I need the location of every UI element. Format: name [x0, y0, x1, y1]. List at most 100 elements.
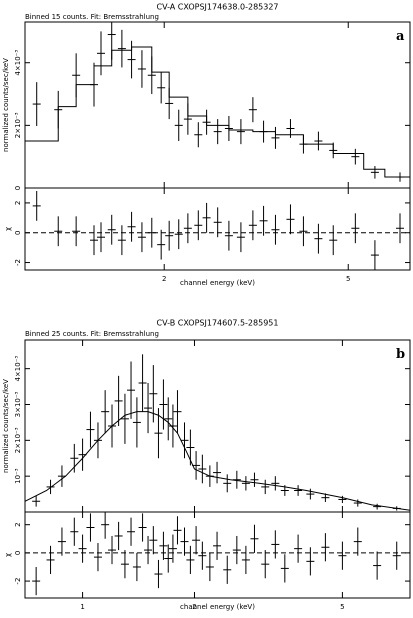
residual-point [57, 527, 66, 556]
y-tick-label: 10⁻³ [14, 468, 22, 484]
residual-point [86, 513, 95, 542]
residual-point [154, 559, 163, 589]
data-point [78, 438, 87, 471]
data-point [108, 404, 117, 448]
data-point [213, 461, 222, 484]
data-point [107, 22, 116, 60]
data-point [101, 390, 110, 434]
residual-point [306, 547, 315, 576]
data-point [183, 103, 192, 135]
residual-point [132, 552, 141, 582]
residual-point [329, 225, 338, 256]
data-point [46, 479, 55, 495]
data-point [97, 31, 106, 76]
data-point [202, 109, 211, 135]
data-point [114, 375, 123, 426]
y-tick-label: 2×10⁻³ [14, 112, 22, 138]
residual-point [157, 229, 166, 260]
data-point [186, 429, 195, 466]
data-point [224, 115, 233, 142]
data-point [154, 408, 163, 459]
data-point [57, 465, 66, 487]
residual-point [180, 527, 189, 556]
residual-y-tick-label: 2 [14, 522, 22, 526]
residual-point [194, 210, 203, 241]
residual-point [250, 524, 259, 553]
data-point [271, 476, 280, 491]
residual-y-tick-label: 0 [14, 230, 22, 234]
residual-y-label: χ [4, 227, 12, 231]
data-point [127, 361, 136, 419]
x-tick-label: 2 [192, 603, 196, 611]
data-point [299, 134, 308, 154]
data-point [180, 422, 189, 459]
data-point [72, 53, 81, 98]
data-point [241, 476, 250, 491]
residual-point [186, 545, 195, 575]
residual-point [168, 534, 177, 563]
residual-point [241, 545, 250, 575]
residual-y-tick-label: 0 [14, 551, 22, 555]
data-point [168, 404, 177, 448]
residual-point [248, 210, 257, 241]
data-point [338, 495, 347, 504]
residual-point [127, 211, 136, 242]
residual-point [72, 216, 81, 247]
x-tick-label: 2 [162, 275, 166, 283]
data-point [280, 485, 289, 496]
data-point [165, 87, 174, 120]
residual-point [108, 535, 117, 565]
x-axis-label: channel energy (keV) [180, 603, 255, 611]
x-tick-label: 1 [80, 603, 84, 611]
residual-point [314, 223, 323, 254]
residual-point [159, 531, 168, 560]
residual-point [164, 544, 173, 573]
residual-point [117, 225, 126, 256]
data-point [261, 479, 270, 495]
data-point [173, 390, 182, 434]
residual-point [223, 555, 232, 584]
y-axis-label: normalized counts/sec/keV [2, 379, 10, 473]
residual-point [101, 512, 110, 539]
main-plot [25, 22, 410, 182]
residual-point [165, 220, 174, 251]
residual-point [32, 566, 41, 596]
residual-point [198, 541, 207, 570]
residual-point [70, 517, 79, 546]
data-point [353, 499, 362, 507]
chart-title: CV-B CXOPSJ174607.5-285951 [157, 319, 279, 328]
data-point [70, 443, 79, 473]
data-point [286, 119, 295, 138]
residual-point [338, 541, 347, 570]
data-point [248, 97, 257, 123]
residual-y-tick-label: 2 [14, 201, 22, 205]
residual-plot [25, 190, 410, 270]
y-axis-label: normalized counts/sec/keV [2, 58, 10, 152]
data-point [250, 472, 259, 487]
residual-point [173, 516, 182, 545]
data-point [32, 82, 41, 126]
residual-point [120, 550, 129, 579]
data-point [198, 454, 207, 484]
data-point [314, 131, 323, 151]
residual-point [54, 216, 63, 247]
residual-point [213, 207, 222, 238]
data-point [144, 383, 153, 434]
data-point [213, 119, 222, 145]
model-line [25, 46, 410, 178]
residual-point [370, 240, 379, 270]
residual-plot [25, 512, 410, 596]
residual-point [90, 225, 99, 256]
chart-title: CV-A CXOPSJ174638.0-285327 [156, 3, 278, 12]
residual-point [97, 222, 106, 253]
y-tick-label: 3×10⁻³ [14, 391, 22, 417]
data-point [138, 354, 147, 412]
data-point [149, 365, 158, 423]
y-tick-label: 4×10⁻³ [14, 356, 22, 382]
residual-point [353, 527, 362, 556]
data-point [351, 148, 360, 165]
data-point [174, 109, 183, 142]
data-point [232, 470, 241, 489]
data-point [157, 72, 166, 104]
